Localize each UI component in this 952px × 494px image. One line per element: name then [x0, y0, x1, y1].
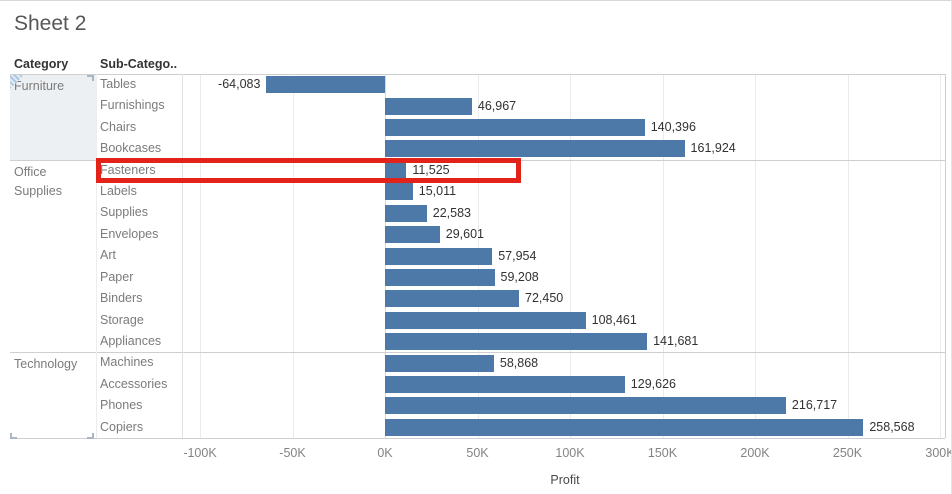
plot-area: -64,083 46,967 140,396 161,924 11,525 15,011 2…	[185, 74, 945, 438]
bar-value-label: 11,525	[412, 162, 450, 177]
axis-tick-label: 50K	[466, 446, 489, 460]
bar-value-label: 141,681	[653, 334, 699, 349]
bar-machines[interactable]	[385, 354, 494, 372]
subcategory-label-machines[interactable]: Machines	[100, 355, 154, 370]
axis-tick-label: 0K	[377, 446, 393, 460]
subcategory-label-copiers[interactable]: Copiers	[100, 419, 144, 434]
bar-value-label: 140,396	[650, 120, 696, 135]
gridline	[570, 74, 571, 438]
axis-tick-label: -100K	[183, 446, 217, 460]
selection-corner-bottom-right	[87, 433, 94, 439]
bar-value-label: 108,461	[591, 312, 637, 327]
category-cell-technology[interactable]: Technology	[10, 352, 96, 438]
bar-value-label: 216,717	[791, 398, 838, 413]
subcategory-label-furnishings[interactable]: Furnishings	[100, 98, 165, 113]
row-separator	[10, 438, 945, 439]
column-header-category[interactable]: Category	[14, 57, 69, 71]
bar-value-label: 161,924	[690, 141, 736, 156]
subcategory-label-storage[interactable]: Storage	[100, 312, 144, 327]
axis-tick-label: 250K	[832, 446, 863, 460]
axis-tick-label: 150K	[647, 446, 678, 460]
bar-value-label: 59,208	[500, 269, 539, 284]
subcategory-label-envelopes[interactable]: Envelopes	[100, 226, 159, 241]
row-separator	[10, 74, 945, 75]
selection-corner-top-right	[87, 75, 94, 81]
axis-tick-label: 200K	[740, 446, 770, 460]
bar-value-label: 15,011	[418, 184, 457, 199]
bar-copiers[interactable]	[385, 418, 864, 436]
bar-supplies[interactable]	[385, 204, 427, 222]
highlight-box	[96, 157, 521, 184]
bar-bookcases[interactable]	[385, 140, 685, 158]
gridline	[755, 74, 756, 438]
bar-phones[interactable]	[385, 397, 786, 415]
bar-value-label: 57,954	[498, 248, 537, 263]
column-separator	[182, 74, 183, 438]
bar-chairs[interactable]	[385, 119, 645, 137]
subcategory-label-art[interactable]: Art	[100, 248, 116, 263]
column-separator	[945, 74, 946, 438]
subcategory-label-bookcases[interactable]: Bookcases	[100, 141, 162, 156]
bar-value-label: 258,568	[869, 419, 915, 434]
subcategory-label-tables[interactable]: Tables	[100, 77, 137, 91]
subcategory-label-paper[interactable]: Paper	[100, 269, 134, 284]
bar-art[interactable]	[385, 247, 493, 265]
gridline	[662, 74, 664, 438]
gridline	[847, 74, 849, 438]
subcategory-label-supplies[interactable]: Supplies	[100, 205, 148, 220]
bar-tables[interactable]	[266, 76, 385, 94]
subcategory-label-fasteners[interactable]: Fasteners	[100, 162, 156, 177]
bar-labels[interactable]	[385, 183, 413, 201]
bar-value-label: -64,083	[218, 77, 261, 92]
bar-furnishings[interactable]	[385, 97, 472, 115]
gridline	[940, 74, 941, 438]
subcategory-label-phones[interactable]: Phones	[100, 398, 143, 413]
axis-tick-label: -50K	[279, 446, 306, 460]
column-header-subcategory[interactable]: Sub-Catego..	[100, 57, 178, 71]
subcategory-label-chairs[interactable]: Chairs	[100, 119, 137, 134]
axis-title-profit: Profit	[550, 473, 580, 487]
row-separator	[10, 352, 945, 354]
axis-tick-label: 100K	[555, 446, 585, 460]
bar-value-label: 46,967	[477, 98, 517, 113]
subcategory-label-appliances[interactable]: Appliances	[100, 333, 162, 348]
bar-value-label: 72,450	[525, 291, 564, 306]
bar-storage[interactable]	[385, 311, 586, 329]
bar-envelopes[interactable]	[385, 226, 440, 244]
sheet-title: Sheet 2	[14, 12, 87, 35]
bar-value-label: 29,601	[445, 227, 484, 242]
category-label[interactable]: Furniture	[14, 79, 65, 93]
subcategory-label-binders[interactable]: Binders	[100, 291, 143, 306]
category-cell-furniture[interactable]: Furniture	[10, 74, 96, 160]
category-cell-office-supplies[interactable]: Office Supplies	[10, 160, 96, 353]
gridline	[200, 74, 201, 438]
subcategory-label-labels[interactable]: Labels	[100, 184, 137, 199]
bar-value-label: 129,626	[630, 376, 676, 391]
subcategory-label-accessories[interactable]: Accessories	[100, 376, 168, 391]
gridline	[292, 74, 294, 438]
category-label[interactable]: Office Supplies	[14, 164, 62, 199]
selection-corner-bottom-left	[10, 433, 17, 439]
bar-fasteners[interactable]	[385, 161, 407, 179]
bar-value-label: 22,583	[432, 205, 471, 220]
bar-paper[interactable]	[385, 268, 495, 286]
bar-appliances[interactable]	[385, 333, 648, 351]
bar-accessories[interactable]	[385, 375, 625, 393]
bar-value-label: 58,868	[499, 355, 539, 370]
bar-binders[interactable]	[385, 290, 520, 308]
column-separator	[96, 74, 97, 438]
category-label[interactable]: Technology	[14, 357, 78, 372]
axis-tick-label: 300K	[925, 446, 952, 460]
